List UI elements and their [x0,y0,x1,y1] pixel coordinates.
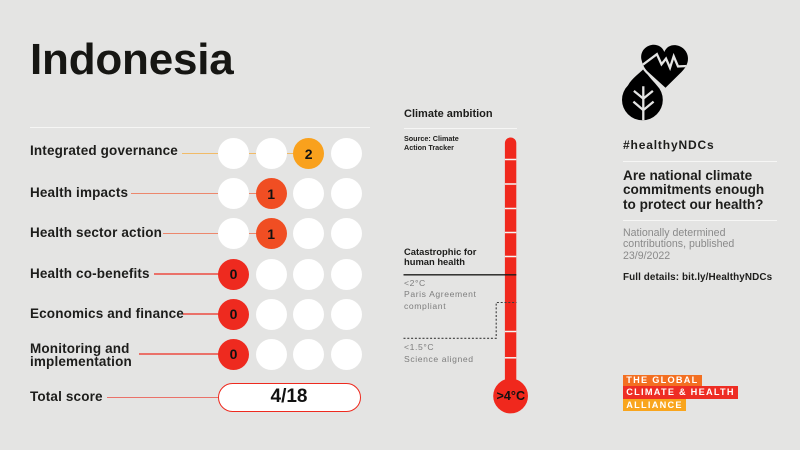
svg-text:>4°C: >4°C [497,389,526,403]
